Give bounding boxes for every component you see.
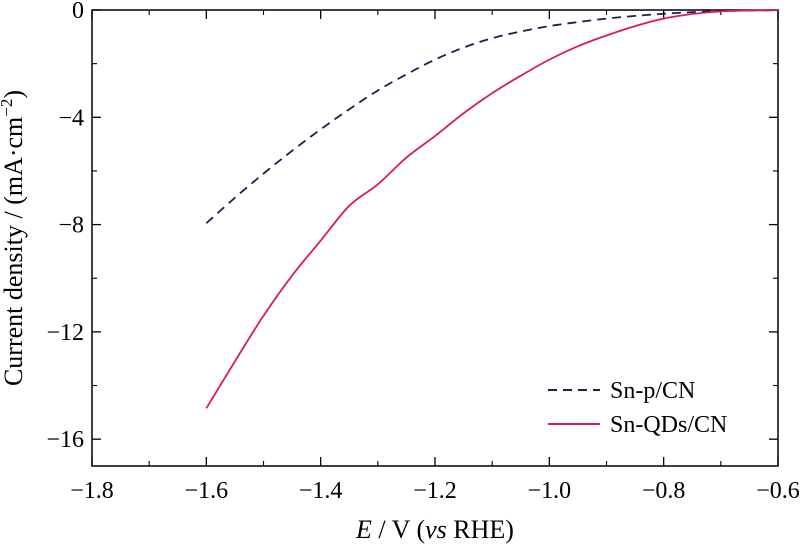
x-axis-title-mid: / V ( (372, 515, 425, 544)
x-axis-title-italic: E (355, 515, 372, 544)
y-tick-label: −8 (58, 213, 84, 239)
x-tick-label: −1.4 (299, 478, 343, 504)
x-tick-labels: −1.8 −1.6 −1.4 −1.2 −1.0 −0.8 −0.6 (70, 478, 800, 504)
x-tick-label: −0.8 (642, 478, 686, 504)
x-axis-title-tail: RHE) (447, 515, 514, 544)
legend-label-sn-p-cn: Sn-p/CN (610, 378, 695, 404)
x-tick-label: −1.2 (413, 478, 457, 504)
y-axis-title-text: Current density / (mA·cm (0, 117, 28, 386)
x-tick-label: −0.6 (756, 478, 800, 504)
series-line-sn-qds-cn (205, 9, 779, 409)
y-axis-title-close: ) (0, 90, 28, 99)
y-tick-labels: 0 −4 −8 −12 −16 (46, 0, 84, 453)
x-tick-label: −1.0 (528, 478, 572, 504)
legend-label-sn-qds-cn: Sn-QDs/CN (610, 412, 727, 438)
y-axis-title-sup: −2 (0, 99, 16, 117)
x-axis-title: E / V (vs RHE) (355, 515, 514, 544)
series-layer (205, 9, 779, 409)
y-tick-label: 0 (72, 0, 84, 24)
series-line-sn-p-cn (205, 9, 779, 224)
y-tick-label: −4 (58, 105, 84, 131)
y-tick-label: −12 (46, 320, 84, 346)
x-tick-label: −1.8 (70, 478, 114, 504)
y-axis-title: Current density / (mA·cm−2) (0, 90, 28, 386)
legend: Sn-p/CN Sn-QDs/CN (548, 378, 727, 438)
x-tick-label: −1.6 (185, 478, 229, 504)
x-axis-title-italic2: vs (425, 515, 447, 544)
y-tick-label: −16 (46, 427, 84, 453)
